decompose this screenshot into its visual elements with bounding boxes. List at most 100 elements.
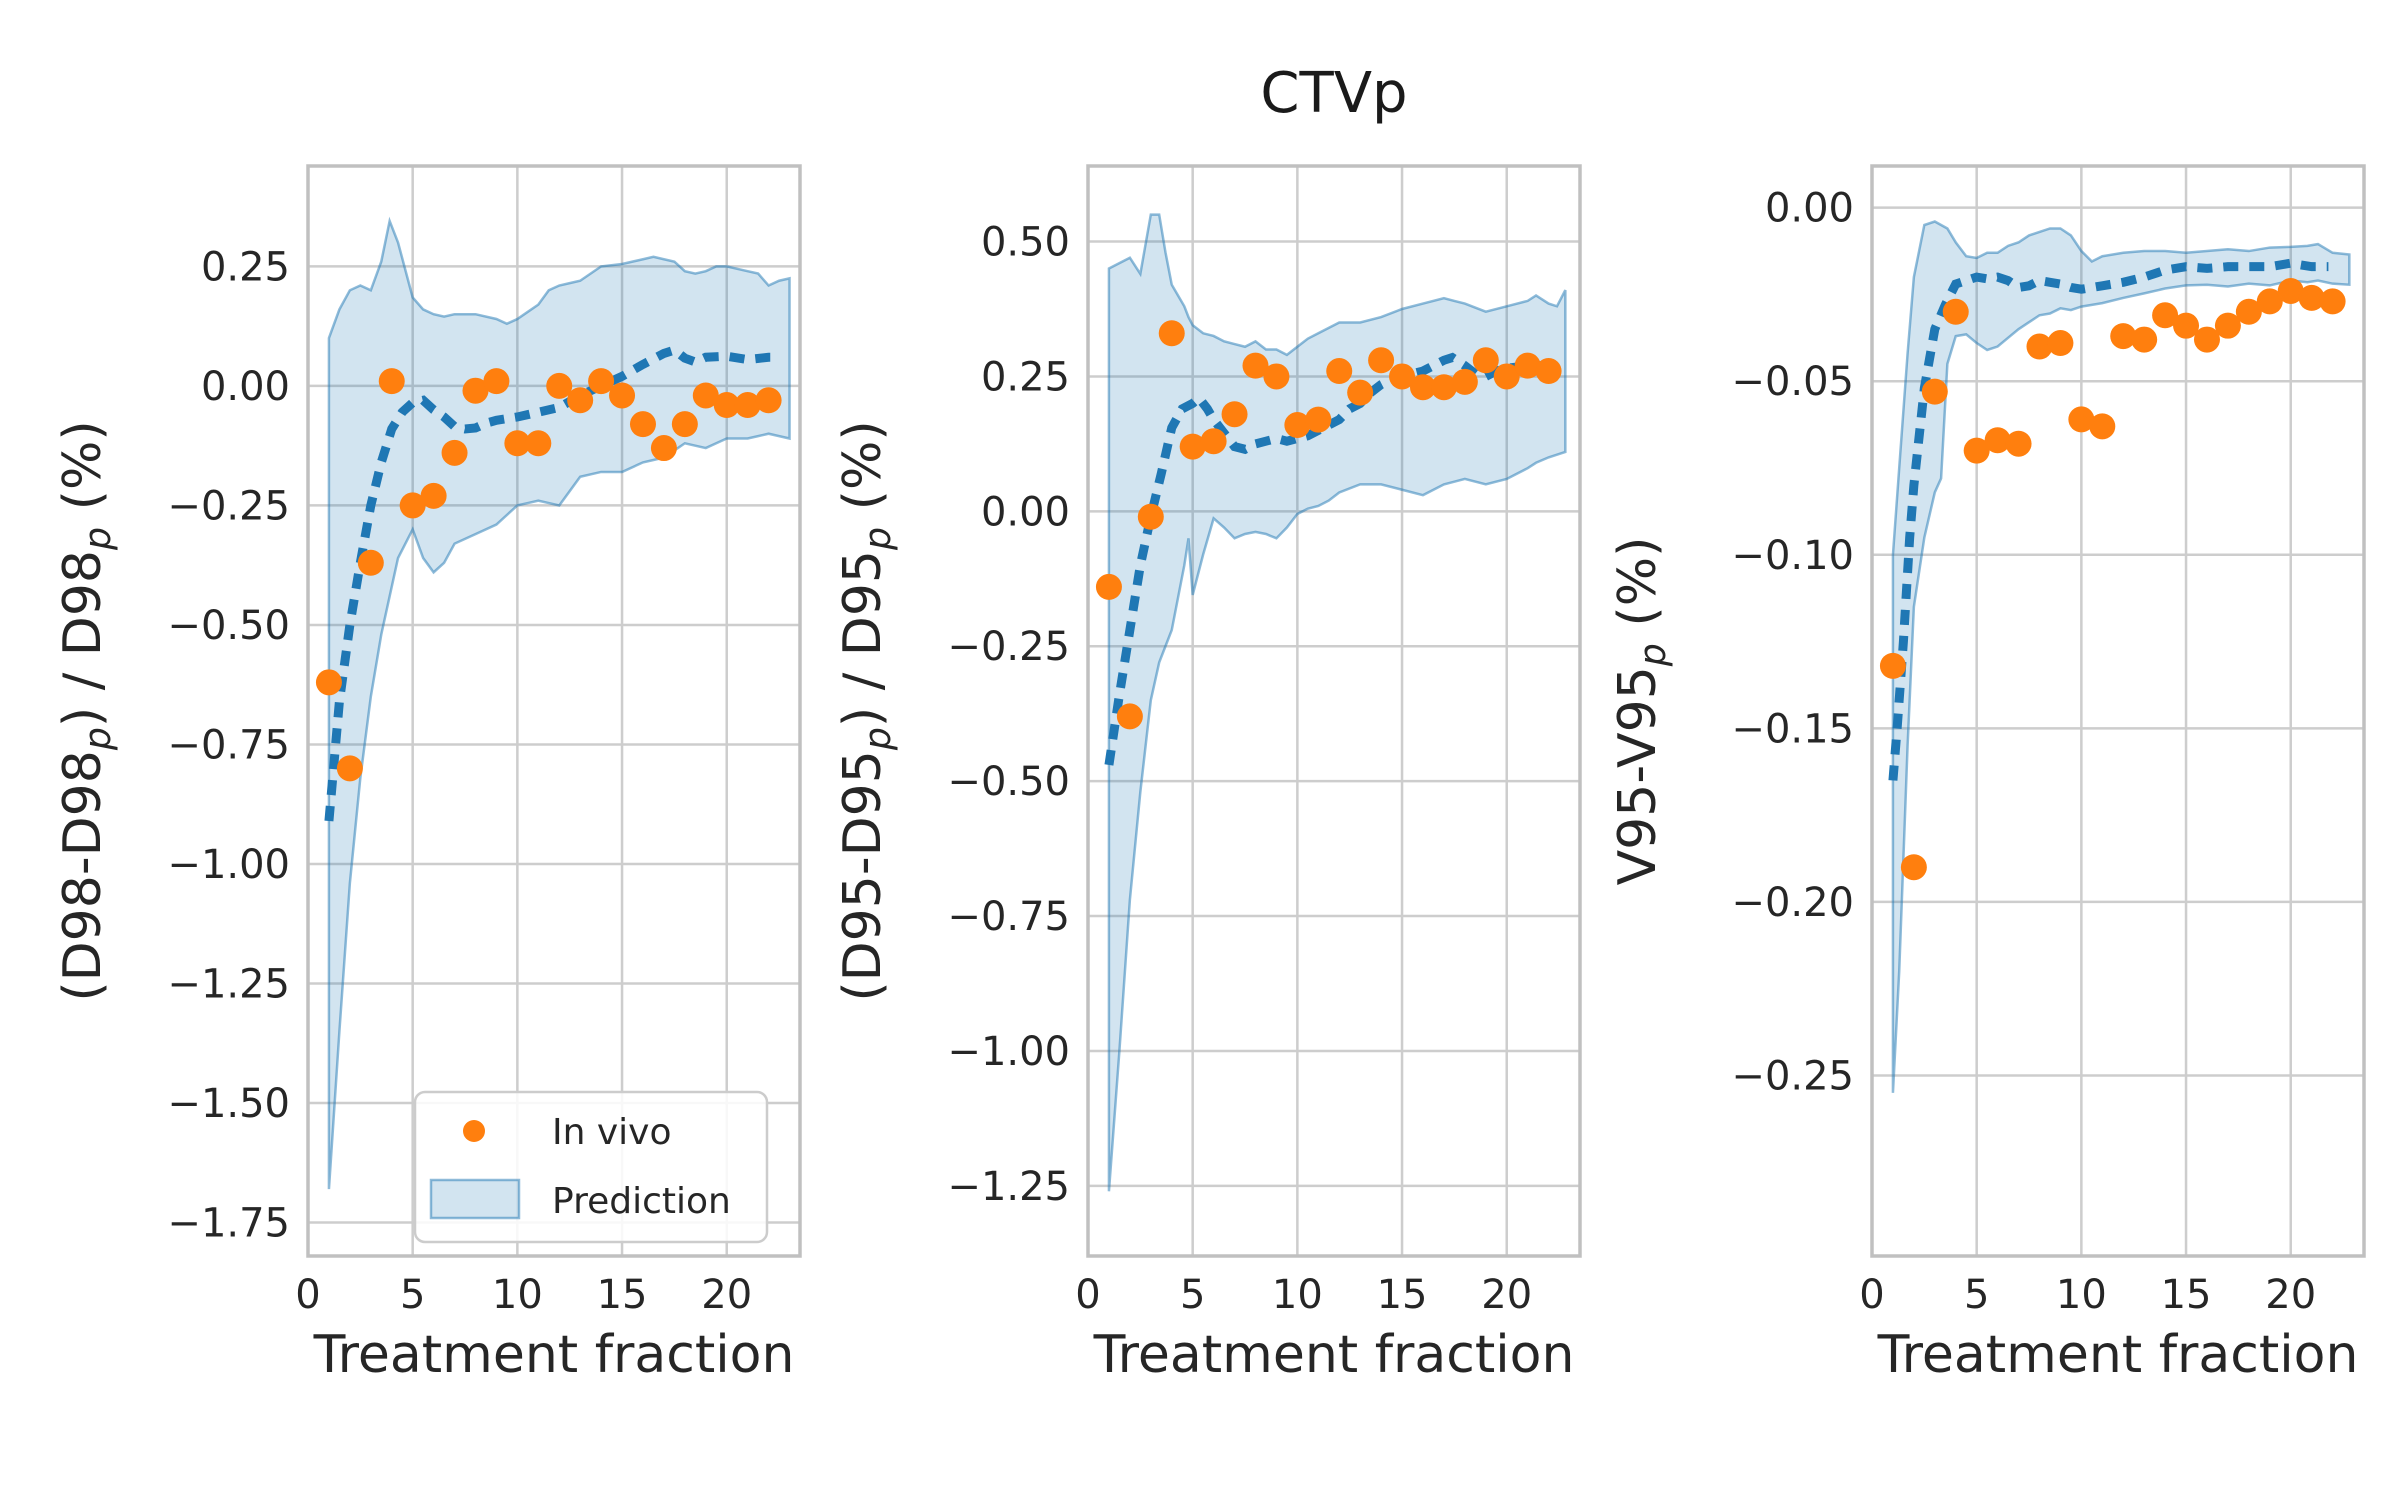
scatter-point <box>1389 363 1416 390</box>
scatter-point <box>2005 430 2032 457</box>
scatter-point <box>2298 284 2325 311</box>
scatter-point <box>2110 323 2137 350</box>
y-tick-label: −1.25 <box>167 962 290 1008</box>
scatter-point <box>1242 352 1269 379</box>
figure-title: CTVp <box>1260 61 1407 126</box>
legend-label-invivo: In vivo <box>552 1112 672 1153</box>
scatter-point <box>420 482 447 509</box>
subplot-v95: 0.00 −0.05 −0.10 −0.15 −0.20 −0.25 0 5 10 15 20 V95… <box>1608 164 2366 1318</box>
scatter-point <box>546 372 573 399</box>
y-tick-label: −1.25 <box>947 1164 1070 1210</box>
ylabel-subplot-d98: (D98-D98p) / D98p (%) <box>53 420 119 1001</box>
scatter-point <box>1158 320 1185 347</box>
scatter-point <box>1179 433 1206 460</box>
scatter-point <box>2173 312 2200 339</box>
x-tick-label: 5 <box>1964 1272 1989 1318</box>
x-tick-label: 20 <box>701 1272 752 1318</box>
prediction-mean-line <box>324 345 775 822</box>
scatter-point <box>315 669 342 696</box>
chart-layers: 0.25 0.00 −0.25 −0.50 −0.75 −1.00 −1.25 −1.50 −1… <box>53 164 2366 1318</box>
prediction-band <box>1107 213 1567 1192</box>
x-tick-label: 10 <box>492 1272 543 1318</box>
scatter-point <box>441 439 468 466</box>
scatter-point <box>2047 330 2074 357</box>
y-tick-label: −0.20 <box>1731 880 1854 926</box>
scatter-point <box>2235 298 2262 325</box>
y-tick-label: −1.50 <box>167 1081 290 1127</box>
axes-spine <box>1870 164 2366 1258</box>
y-tick-label: −0.50 <box>947 759 1070 805</box>
scatter-point <box>504 430 531 457</box>
y-tick-label: 0.00 <box>981 489 1070 535</box>
scatter-point <box>1263 363 1290 390</box>
scatter-point <box>1879 652 1906 679</box>
scatter-point <box>1493 363 1520 390</box>
y-tick-label: −1.00 <box>167 842 290 888</box>
y-tick-label: −0.25 <box>947 624 1070 670</box>
legend-dot-icon <box>463 1120 485 1142</box>
scatter-point <box>1430 374 1457 401</box>
scatter-point <box>713 392 740 419</box>
scatter-point <box>336 755 363 782</box>
y-tick-label: −0.25 <box>167 483 290 529</box>
scatter-point <box>734 392 761 419</box>
scatter-point <box>629 411 656 438</box>
y-tick-label: −0.75 <box>167 722 290 768</box>
y-tick-label: −0.50 <box>167 603 290 649</box>
scatter-point <box>1347 379 1374 406</box>
scatter-point <box>2089 413 2116 440</box>
axes-spine <box>1086 164 1582 1258</box>
y-tick-label: −1.00 <box>947 1029 1070 1075</box>
scatter-point <box>1963 437 1990 464</box>
scatter-point <box>1921 378 1948 405</box>
y-tick-label: 0.50 <box>981 220 1070 266</box>
y-tick-label: −0.15 <box>1731 706 1854 752</box>
scatter-point <box>609 382 636 409</box>
x-tick-label: 0 <box>1075 1272 1100 1318</box>
axes-spine <box>306 164 802 1258</box>
prediction-mean-line <box>1104 352 1556 766</box>
x-tick-label: 0 <box>1859 1272 1884 1318</box>
scatter-point <box>462 377 489 404</box>
x-tick-label: 20 <box>2265 1272 2316 1318</box>
prediction-mean-line <box>1888 258 2329 781</box>
scatter-point <box>1900 854 1927 881</box>
y-tick-label: 0.00 <box>201 364 290 410</box>
scatter-point <box>1472 347 1499 374</box>
legend-band-patch-icon <box>429 1178 521 1220</box>
scatter-point <box>2068 406 2095 433</box>
scatter-point <box>2256 288 2283 315</box>
xlabel-d95: Treatment fraction <box>1093 1325 1575 1385</box>
x-tick-label: 15 <box>2161 1272 2212 1318</box>
x-tick-label: 20 <box>1481 1272 1532 1318</box>
subplot-d95: 0.50 0.25 0.00 −0.25 −0.50 −0.75 −1.00 −1.25 0 5 1… <box>833 164 1582 1318</box>
scatter-point <box>1095 573 1122 600</box>
scatter-point <box>650 435 677 462</box>
x-tick-label: 10 <box>1272 1272 1323 1318</box>
y-tick-label: −0.25 <box>1731 1053 1854 1099</box>
x-tick-label: 10 <box>2056 1272 2107 1318</box>
scatter-point <box>2026 333 2053 360</box>
scatter-point <box>525 430 552 457</box>
y-tick-label: 0.25 <box>201 244 290 290</box>
prediction-band <box>327 216 791 1190</box>
prediction-band <box>1891 220 2351 1093</box>
legend-box <box>413 1090 769 1244</box>
scatter-point <box>1284 412 1311 439</box>
scatter-point <box>399 492 426 519</box>
scatter-point <box>1409 374 1436 401</box>
scatter-point <box>1368 347 1395 374</box>
scatter-point <box>1984 427 2011 454</box>
scatter-point <box>1942 298 1969 325</box>
scatter-point <box>2214 312 2241 339</box>
scatter-point <box>671 411 698 438</box>
scatter-point <box>1200 428 1227 455</box>
scatter-point <box>483 368 510 395</box>
scatter-point <box>2319 288 2346 315</box>
scatter-point <box>2277 277 2304 304</box>
scatter-point <box>1326 358 1353 385</box>
x-tick-label: 5 <box>400 1272 425 1318</box>
scatter-point <box>567 387 594 414</box>
